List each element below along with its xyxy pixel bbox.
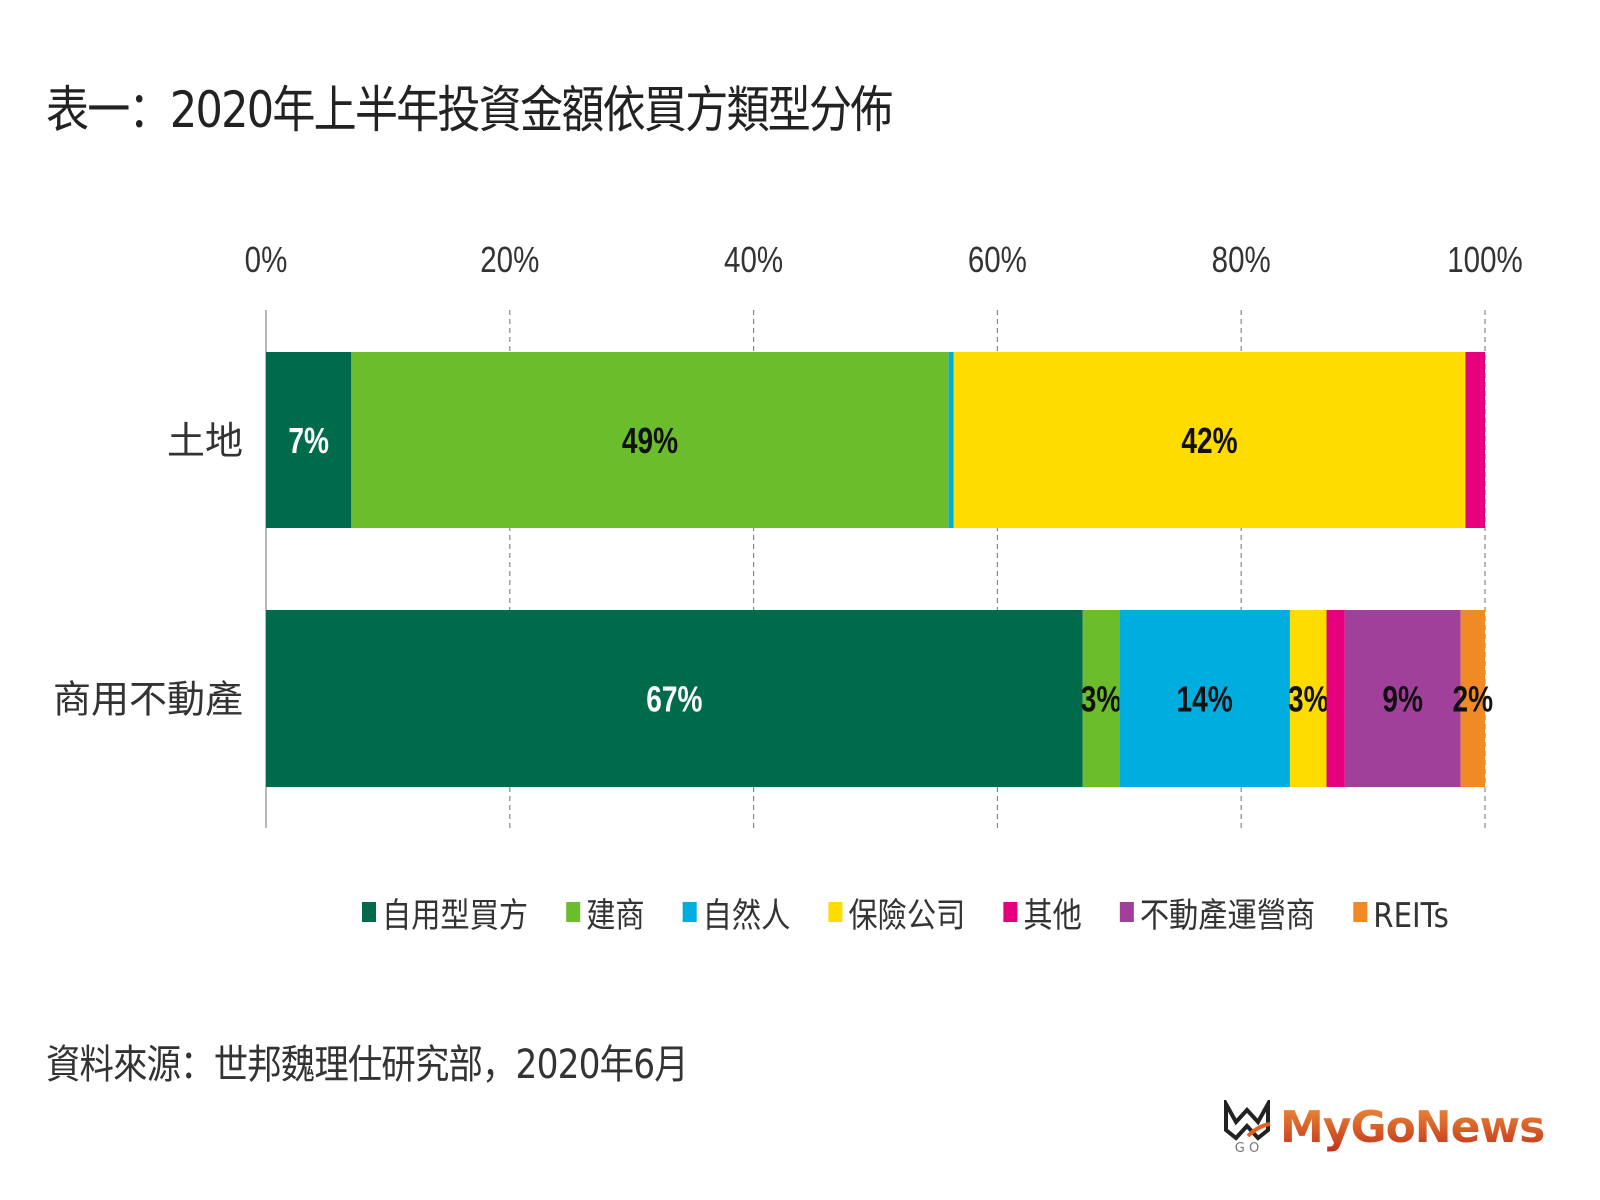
logo-mark-icon: G O bbox=[1224, 1100, 1271, 1154]
bar-segment bbox=[948, 352, 954, 528]
x-tick-label: 40% bbox=[724, 239, 783, 279]
data-label: 49% bbox=[622, 421, 678, 461]
x-tick-label: 80% bbox=[1212, 239, 1271, 279]
chart-title: 表一：2020年上半年投資金額依買方類型分佈 bbox=[46, 81, 893, 139]
bar-segment bbox=[1082, 610, 1120, 787]
category-label: 土地 bbox=[167, 419, 243, 463]
data-label: 3% bbox=[1081, 679, 1122, 719]
source-note: 資料來源：世邦魏理仕研究部，2020年6月 bbox=[46, 1042, 689, 1088]
bar-segment bbox=[953, 352, 1466, 528]
data-label: 42% bbox=[1181, 421, 1237, 461]
data-label: 14% bbox=[1177, 679, 1233, 719]
category-label: 商用不動產 bbox=[53, 678, 243, 722]
legend-label: 建商 bbox=[586, 897, 644, 936]
legend-swatch bbox=[362, 902, 376, 922]
stacked-bar-chart: 0% 20% 40% 60% 80% 100% 土地 7% 49% 42% 商用不動產 67% 3% 14… bbox=[53, 239, 1523, 936]
legend-label: 其他 bbox=[1023, 897, 1081, 936]
x-tick-label: 0% bbox=[245, 239, 288, 279]
x-tick-label: 60% bbox=[968, 239, 1027, 279]
legend-label: 不動產運營商 bbox=[1140, 897, 1315, 936]
logo-text: MyGoNews bbox=[1280, 1101, 1545, 1153]
bar-segment bbox=[1344, 610, 1461, 787]
legend-swatch bbox=[1119, 902, 1134, 922]
bar-segment bbox=[351, 352, 949, 528]
legend-label: 保險公司 bbox=[848, 897, 965, 936]
legend-swatch bbox=[682, 902, 697, 922]
x-tick-label: 20% bbox=[480, 239, 539, 279]
mygonews-logo: G O MyGoNews bbox=[1222, 1100, 1545, 1154]
bar-segment bbox=[1465, 352, 1485, 528]
data-label: 2% bbox=[1453, 679, 1494, 719]
bar-segment bbox=[1289, 610, 1327, 787]
bar-segment bbox=[266, 610, 1083, 787]
svg-text:G O: G O bbox=[1235, 1141, 1259, 1154]
bar-segment bbox=[1119, 610, 1290, 787]
bar-segment bbox=[1460, 610, 1485, 787]
legend-swatch bbox=[828, 902, 843, 922]
bar-segment bbox=[1326, 610, 1345, 787]
legend-swatch bbox=[1003, 902, 1018, 922]
data-label: 3% bbox=[1288, 679, 1329, 719]
data-label: 7% bbox=[288, 421, 329, 461]
legend-swatch bbox=[566, 902, 581, 922]
legend-label: REITs bbox=[1373, 897, 1449, 936]
legend-swatch bbox=[1353, 902, 1368, 922]
data-label: 67% bbox=[646, 679, 702, 719]
legend-label: 自用型買方 bbox=[382, 897, 528, 936]
bar-segment bbox=[266, 352, 352, 528]
x-tick-label: 100% bbox=[1447, 239, 1522, 279]
data-label: 9% bbox=[1382, 679, 1423, 719]
legend-label: 自然人 bbox=[703, 897, 791, 936]
